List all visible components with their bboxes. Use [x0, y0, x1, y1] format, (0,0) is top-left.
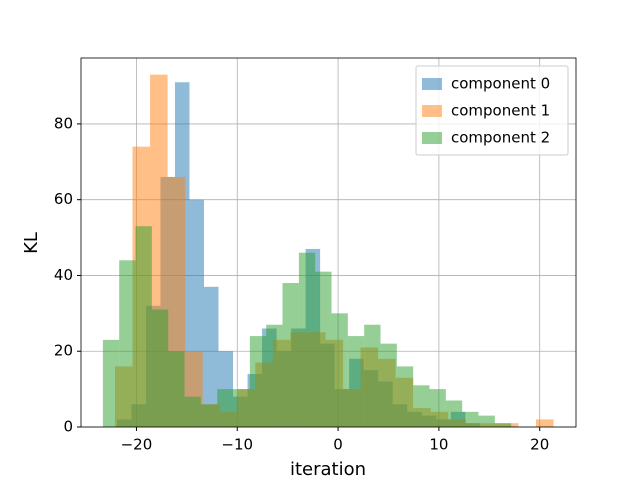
histogram-bar: [203, 286, 219, 427]
y-tick-label: 40: [54, 266, 73, 284]
axes-frame: [80, 57, 577, 428]
y-tick-label: 0: [63, 418, 73, 436]
y-tick-label: 60: [54, 190, 73, 208]
legend-box: [415, 65, 569, 156]
histogram-bar: [200, 404, 218, 427]
histogram-bar: [331, 313, 348, 427]
histogram-bar: [168, 351, 185, 427]
histogram-bar: [364, 324, 381, 427]
x-tick-label: 20: [530, 436, 549, 454]
histogram-bar: [396, 366, 414, 427]
x-axis-label: iteration: [290, 459, 366, 480]
histogram-bar: [151, 309, 169, 427]
histogram-bar: [298, 252, 316, 427]
legend-swatch: [422, 78, 442, 90]
histogram-bar: [445, 400, 463, 427]
histogram-bar: [119, 260, 136, 427]
legend-swatch: [422, 132, 442, 144]
histogram-bar: [249, 336, 267, 427]
histogram-bar: [380, 343, 397, 427]
legend-swatch: [422, 105, 442, 117]
histogram-bar: [462, 411, 479, 427]
histogram-bar: [429, 389, 446, 427]
histogram-bar: [233, 389, 250, 427]
histogram-bar: [282, 283, 299, 427]
histogram-bar: [184, 396, 201, 427]
histogram-bar: [413, 385, 430, 427]
histogram-bar: [315, 271, 332, 427]
histogram-bar: [347, 336, 365, 427]
histogram-bar: [102, 339, 120, 427]
y-tick-label: 80: [54, 114, 73, 132]
x-tick-label: 10: [429, 436, 448, 454]
histogram-bar: [478, 415, 495, 427]
histogram-bar: [135, 226, 152, 427]
histogram-bar: [494, 423, 512, 427]
x-tick-label: −10: [221, 436, 253, 454]
x-tick-label: 0: [333, 436, 343, 454]
y-tick-label: 20: [54, 342, 73, 360]
y-axis-label: KL: [21, 232, 42, 254]
x-tick-label: −20: [121, 436, 153, 454]
histogram-bar: [217, 389, 234, 427]
legend-label: component 2: [451, 129, 550, 147]
legend-label: component 0: [451, 75, 550, 93]
histogram-bar: [535, 419, 554, 427]
histogram-bar: [266, 324, 283, 427]
legend-label: component 1: [451, 102, 550, 120]
